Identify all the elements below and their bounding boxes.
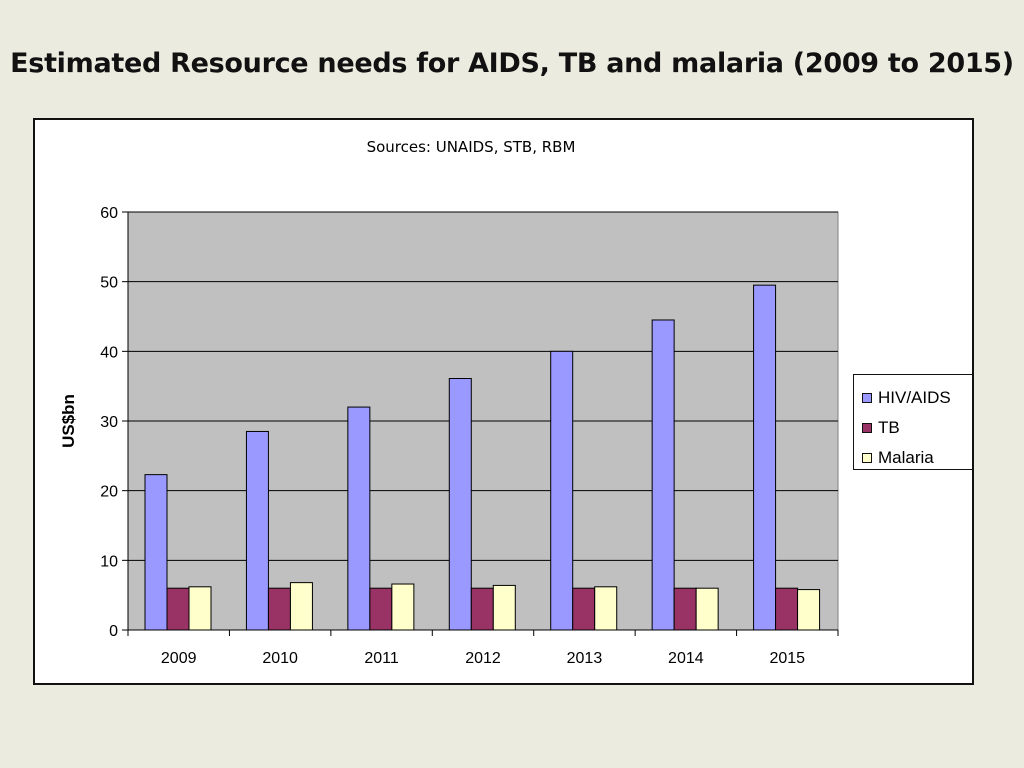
legend-item: HIV/AIDS — [862, 383, 972, 413]
bar-tb-2009 — [166, 587, 190, 631]
bar-hiv-aids-2012 — [448, 378, 472, 631]
y-tick-label: 30 — [100, 414, 118, 431]
y-tick-label: 60 — [100, 205, 118, 222]
bar-malaria-2014 — [695, 587, 719, 631]
y-tick-label: 20 — [100, 484, 118, 501]
x-tick-label: 2011 — [364, 650, 399, 667]
y-tick-label: 40 — [100, 344, 118, 361]
bar-tb-2011 — [369, 587, 393, 631]
x-tick-label: 2015 — [769, 650, 805, 667]
bar-malaria-2011 — [391, 583, 415, 631]
legend-swatch — [862, 393, 872, 403]
plot-area: 0 10 20 30 40 50 60 2009 2010 2011 2012 2013 2014 201… — [100, 205, 839, 667]
bar-hiv-aids-2009 — [144, 474, 168, 631]
legend-label: Malaria — [878, 448, 934, 467]
y-tick-label: 50 — [100, 275, 118, 292]
bar-hiv-aids-2010 — [245, 430, 269, 631]
bar-malaria-2009 — [188, 586, 212, 631]
bar-tb-2015 — [775, 587, 799, 631]
legend-item: Malaria — [862, 443, 972, 473]
y-tick-label: 0 — [109, 623, 118, 640]
bar-tb-2013 — [572, 587, 596, 631]
x-tick-label: 2009 — [161, 650, 197, 667]
bar-tb-2014 — [673, 587, 697, 631]
y-tick-label: 10 — [100, 553, 118, 570]
chart-frame: Sources: UNAIDS, STB, RBM US$bn 0 10 20 30 4… — [33, 118, 974, 685]
bar-malaria-2012 — [492, 584, 516, 631]
bar-malaria-2010 — [289, 582, 313, 631]
bar-malaria-2015 — [797, 589, 821, 631]
x-tick-label: 2010 — [262, 650, 298, 667]
x-tick-label: 2012 — [465, 650, 501, 667]
legend-swatch — [862, 453, 872, 463]
x-tick-label: 2013 — [567, 650, 603, 667]
slide-title: Estimated Resource needs for AIDS, TB an… — [10, 48, 1014, 79]
bar-hiv-aids-2011 — [347, 406, 371, 631]
bar-hiv-aids-2015 — [753, 284, 777, 631]
legend-label: TB — [878, 418, 900, 437]
bar-hiv-aids-2014 — [651, 319, 675, 631]
legend-item: TB — [862, 413, 972, 443]
y-axis-label: US$bn — [59, 394, 78, 448]
bar-hiv-aids-2013 — [550, 350, 574, 631]
legend-swatch — [862, 423, 872, 433]
x-tick-label: 2014 — [668, 650, 704, 667]
bar-tb-2012 — [470, 587, 494, 631]
chart-legend: HIV/AIDS TB Malaria — [853, 374, 973, 470]
bar-chart: Sources: UNAIDS, STB, RBM US$bn 0 10 20 30 4… — [59, 138, 839, 667]
chart-subtitle: Sources: UNAIDS, STB, RBM — [367, 138, 576, 156]
bar-tb-2010 — [267, 587, 291, 631]
legend-label: HIV/AIDS — [878, 388, 951, 407]
bar-malaria-2013 — [594, 586, 618, 631]
